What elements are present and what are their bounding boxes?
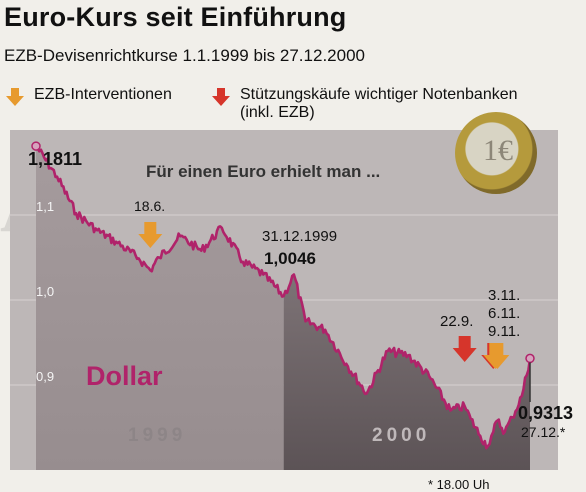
year-label-1999: 1999 <box>128 425 186 446</box>
annotation-label: 1,1811 <box>28 149 82 169</box>
legend-support-label: Stützungskäufe wichtiger Notenbanken <box>240 86 518 103</box>
annotation-label: 27.12.* <box>521 424 566 440</box>
area-2000 <box>283 274 530 470</box>
end-point <box>525 353 535 364</box>
y-tick-label: 1,1 <box>36 199 54 214</box>
annotation-label: 1,0046 <box>264 249 316 268</box>
euro-coin-image: 1€ <box>455 112 537 194</box>
orange-arrow-icon <box>6 88 24 106</box>
footnote: * 18.00 Uh <box>428 477 490 492</box>
headline: Euro-Kurs seit Einführung <box>4 2 347 32</box>
year-label-2000: 2000 <box>372 425 430 446</box>
area-1999 <box>36 146 284 470</box>
annotation-label: 18.6. <box>134 198 165 214</box>
series-line-dollar <box>34 145 532 450</box>
y-tick-label: 1,0 <box>36 284 54 299</box>
ecb-intervention-arrow-icon <box>485 343 510 369</box>
legend-ecb-label: EZB-Interventionen <box>34 86 172 103</box>
start-point <box>31 141 41 151</box>
red-arrow-icon <box>212 88 230 106</box>
annotation-label: 3.11. <box>488 287 520 304</box>
legend-support-note: (inkl. EZB) <box>240 104 315 121</box>
y-tick-label: 0,9 <box>36 369 54 384</box>
support-buying-arrow-icon <box>452 336 477 362</box>
annotation-label: 31.12.1999 <box>262 228 337 245</box>
chart-title: Für einen Euro erhielt man ... <box>146 162 380 181</box>
ecb-intervention-arrow-icon <box>138 222 163 248</box>
annotation-label: 9.11. <box>488 323 520 340</box>
annotation-label: 0,9313 <box>518 403 573 423</box>
series-label-dollar: Dollar <box>86 361 163 391</box>
annotation-label: 6.11. <box>488 305 520 322</box>
annotation-label: 22.9. <box>440 313 473 330</box>
subheadline: EZB-Devisenrichtkurse 1.1.1999 bis 27.12… <box>4 46 365 65</box>
